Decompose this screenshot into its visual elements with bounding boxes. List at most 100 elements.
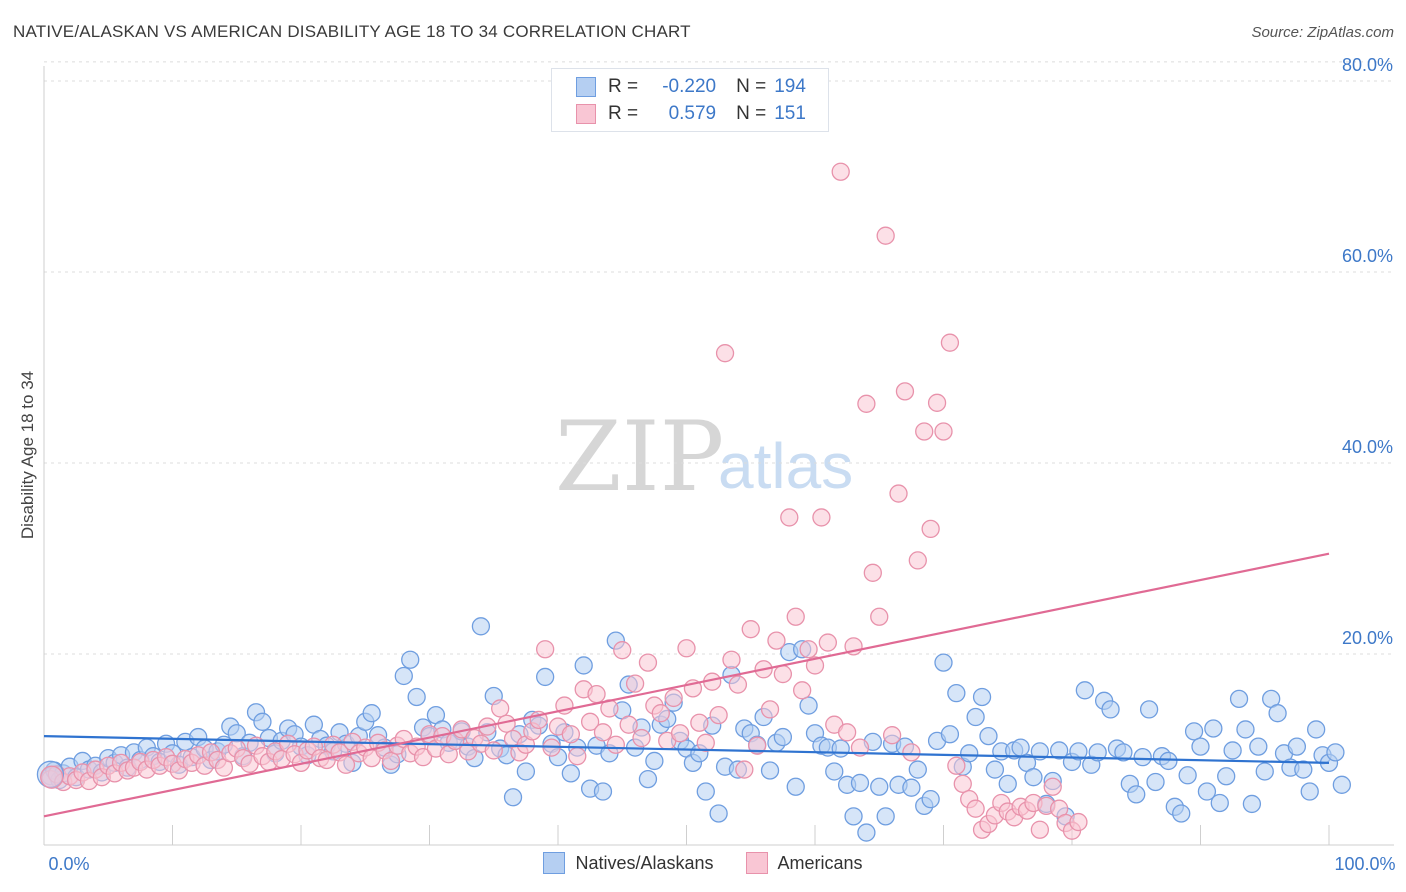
- americans-point: [1069, 812, 1088, 832]
- americans-point: [799, 640, 818, 659]
- natives-point: [1268, 704, 1287, 723]
- americans-point: [902, 743, 921, 762]
- natives-point: [503, 788, 523, 807]
- americans-point: [863, 563, 882, 582]
- source-label: Source: ZipAtlas.com: [1251, 24, 1394, 41]
- legend-item-natives[interactable]: Natives/Alaskans: [543, 852, 714, 874]
- americans-point: [741, 620, 760, 639]
- natives-point: [786, 777, 805, 796]
- natives-point: [593, 782, 613, 801]
- y-tick-label: 20.0%: [1342, 628, 1393, 648]
- natives-point: [1114, 743, 1133, 762]
- americans-swatch: [576, 104, 596, 124]
- natives-point: [1011, 738, 1030, 757]
- natives-point: [407, 687, 426, 707]
- americans-point: [870, 607, 889, 626]
- americans-point: [336, 755, 356, 774]
- americans-point: [882, 726, 902, 745]
- y-tick-label: 80.0%: [1342, 55, 1393, 75]
- americans-point: [40, 765, 64, 789]
- natives-point: [979, 726, 998, 746]
- natives-point: [1223, 741, 1242, 760]
- natives-point: [1332, 775, 1351, 794]
- americans-point: [536, 640, 555, 659]
- americans-point: [805, 656, 825, 675]
- americans-point: [625, 674, 645, 693]
- natives-point: [1030, 742, 1050, 761]
- americans-point: [690, 713, 709, 732]
- legend-label-natives: Natives/Alaskans: [575, 852, 714, 873]
- americans-point: [895, 382, 915, 401]
- natives-point: [516, 762, 536, 781]
- natives-point: [1326, 743, 1345, 762]
- natives-point: [1300, 782, 1319, 801]
- natives-point: [908, 760, 927, 779]
- natives-swatch: [576, 77, 596, 97]
- americans-point: [1030, 820, 1050, 839]
- natives-point: [1069, 742, 1088, 761]
- natives-point: [1255, 762, 1274, 781]
- natives-point: [940, 725, 960, 744]
- americans-point: [921, 519, 940, 539]
- americans-point: [940, 333, 960, 352]
- natives-point: [696, 782, 715, 801]
- natives-point: [561, 764, 580, 783]
- americans-point: [966, 799, 985, 818]
- natives-point: [1146, 772, 1165, 792]
- natives-point: [1294, 760, 1313, 779]
- americans-point: [561, 725, 580, 744]
- r-value-natives: -0.220: [662, 76, 717, 97]
- americans-point: [773, 664, 793, 684]
- americans-point: [915, 422, 934, 441]
- tick-labels: 20.0% 40.0% 60.0% 80.0% 0.0% 100.0%: [48, 55, 1395, 874]
- data-points: [36, 162, 1351, 842]
- americans-point: [908, 551, 927, 570]
- natives-point: [972, 687, 992, 707]
- natives-point: [760, 761, 780, 780]
- americans-point: [728, 675, 748, 694]
- trend-lines: [43, 552, 1330, 818]
- legend-item-americans[interactable]: Americans: [745, 852, 863, 874]
- americans-point: [606, 735, 625, 754]
- natives-point: [1217, 767, 1236, 786]
- natives-point: [1197, 782, 1217, 801]
- natives-point: [947, 684, 966, 703]
- natives-point: [870, 777, 889, 796]
- americans-point: [786, 607, 805, 626]
- americans-point: [651, 704, 670, 723]
- natives-point: [850, 773, 870, 793]
- americans-point: [934, 422, 953, 441]
- natives-point: [960, 744, 979, 763]
- natives-point: [825, 762, 844, 781]
- legend-swatch-americans: [745, 852, 768, 874]
- americans-point: [837, 723, 857, 742]
- n-label: N =: [736, 76, 767, 97]
- americans-point: [587, 684, 606, 704]
- americans-trend-line: [43, 552, 1330, 818]
- americans-point: [593, 723, 613, 742]
- americans-point: [735, 760, 754, 779]
- natives-point: [1191, 737, 1210, 756]
- americans-point: [760, 700, 780, 719]
- natives-point: [934, 653, 953, 672]
- natives-point: [1184, 722, 1204, 741]
- natives-point: [471, 617, 491, 636]
- americans-point: [927, 393, 947, 412]
- stats-row-americans: R = 0.579 N = 151: [576, 101, 806, 127]
- natives-point: [1210, 793, 1229, 813]
- americans-point: [613, 641, 632, 660]
- americans-point: [1043, 777, 1062, 796]
- natives-point: [1159, 751, 1178, 771]
- natives-point: [966, 707, 985, 727]
- x-tick-label: 0.0%: [48, 854, 89, 874]
- watermark-atlas: atlas: [718, 430, 853, 502]
- natives-point: [773, 727, 793, 747]
- natives-point: [536, 667, 555, 687]
- natives-point: [876, 807, 895, 826]
- americans-point: [793, 681, 812, 700]
- natives-point: [1178, 766, 1197, 785]
- americans-point: [889, 484, 908, 503]
- r-label: R =: [608, 103, 639, 124]
- americans-point: [664, 688, 683, 708]
